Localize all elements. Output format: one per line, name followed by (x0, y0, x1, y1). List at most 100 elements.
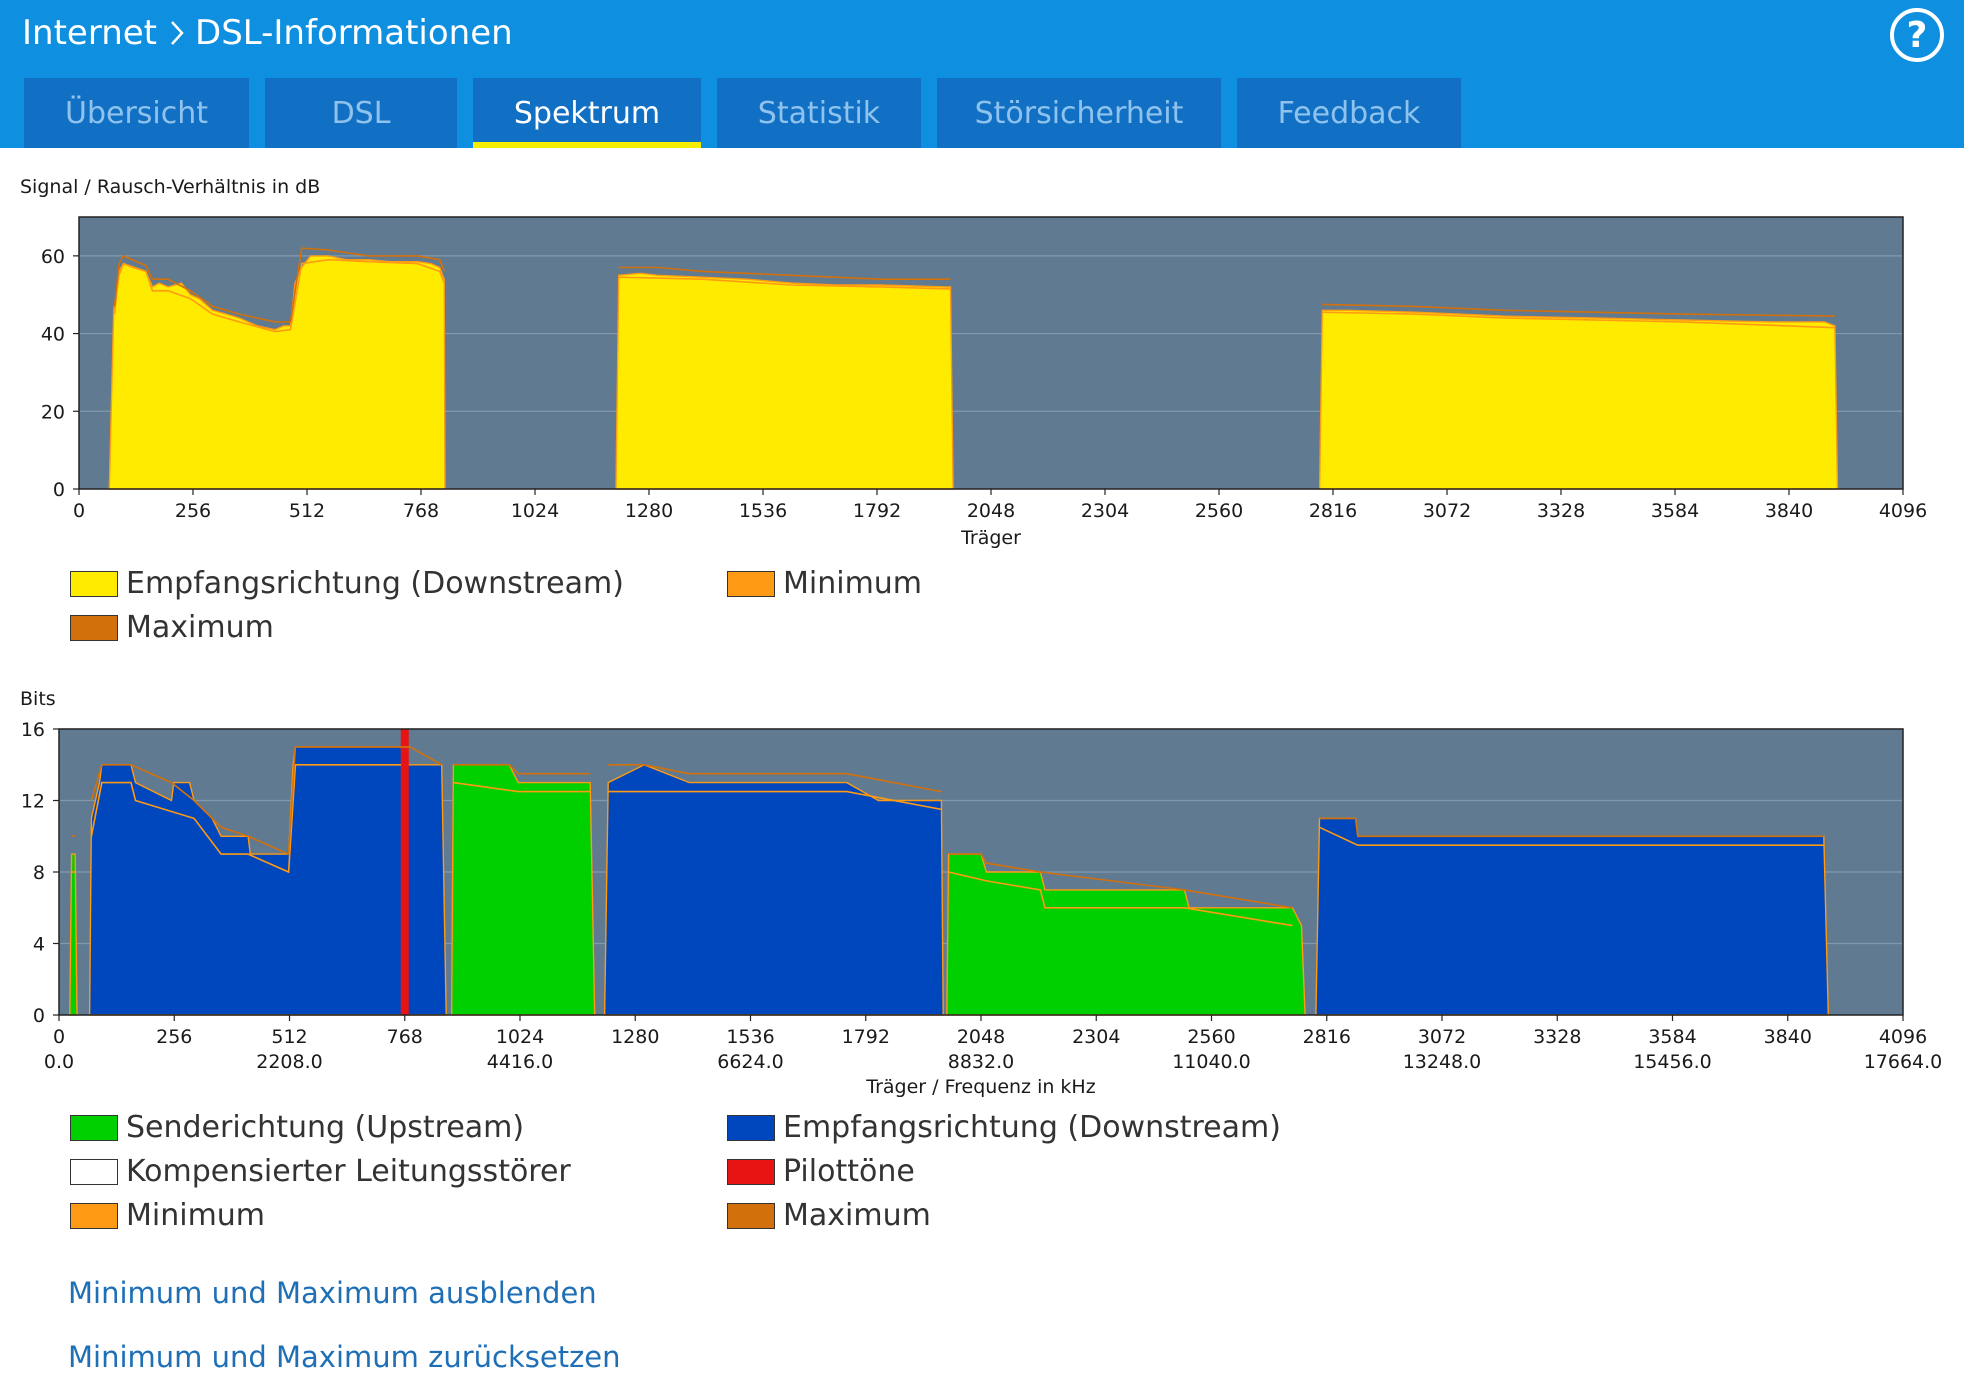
x-tick-label: 4096 (1879, 500, 1927, 522)
x-tick-freq-label: 11040.0 (1172, 1051, 1251, 1073)
legend-label: Senderichtung (Upstream) (126, 1110, 525, 1145)
x-tick-label: 1536 (739, 500, 787, 522)
breadcrumb: Internet DSL-Informationen (22, 8, 513, 58)
legend-swatch (727, 1114, 775, 1141)
legend-snr-downstream: Empfangsrichtung (Downstream) (70, 566, 624, 601)
series-area (603, 764, 944, 1016)
x-tick-label: 2304 (1072, 1026, 1120, 1048)
legend-label: Empfangsrichtung (Downstream) (126, 566, 624, 601)
legend-bits-downstream: Empfangsrichtung (Downstream) (727, 1110, 1281, 1145)
x-tick-label: 2816 (1303, 1026, 1351, 1048)
x-tick-label: 256 (175, 500, 211, 522)
tab-label: Spektrum (513, 95, 661, 131)
x-tick-freq-label: 8832.0 (948, 1051, 1014, 1073)
x-tick-freq-label: 0.0 (44, 1051, 74, 1073)
bits-chart: 0 4 8 12 16 0 0.0 256 512 2208.0 768 1024 4416.0 1280… (21, 719, 1942, 1098)
x-axis-label: Träger (960, 527, 1021, 549)
legend-swatch (70, 1114, 118, 1141)
x-tick-label: 2560 (1195, 500, 1243, 522)
pilot-tone-mark (400, 729, 409, 1015)
snr-chart-title: Signal / Rausch-Verhältnis in dB (20, 176, 321, 198)
tab-label: Statistik (757, 95, 881, 131)
x-tick-label: 3328 (1537, 500, 1585, 522)
series-minimum-line (618, 276, 951, 290)
legend-snr-minimum: Minimum (727, 566, 922, 601)
x-tick-label: 768 (403, 500, 439, 522)
y-tick-label: 40 (41, 324, 65, 346)
tab-spektrum[interactable]: Spektrum (473, 78, 701, 148)
series-area (1315, 817, 1830, 1016)
x-tick-label: 1280 (625, 500, 673, 522)
series-minimum-line (1319, 826, 1824, 846)
y-tick-label: 16 (21, 719, 45, 741)
x-tick-label: 2048 (957, 1026, 1005, 1048)
x-tick-label: 1024 (496, 1026, 544, 1048)
tab-label: Feedback (1277, 95, 1421, 131)
series-maximum-line (90, 746, 443, 856)
tab-label: Störsicherheit (974, 95, 1184, 131)
series-maximum-line (948, 853, 1293, 909)
legend-swatch (70, 1202, 118, 1229)
x-tick-label: 3584 (1648, 1026, 1696, 1048)
x-tick-label: 3072 (1423, 500, 1471, 522)
x-tick-freq-label: 15456.0 (1633, 1051, 1712, 1073)
tab-dsl[interactable]: DSL (265, 78, 457, 148)
x-tick-freq-label: 2208.0 (256, 1051, 322, 1073)
x-tick-label: 1024 (511, 500, 559, 522)
legend-label: Pilottöne (783, 1154, 915, 1189)
tab-uebersicht[interactable]: Übersicht (24, 78, 249, 148)
y-tick-label: 4 (33, 934, 45, 956)
x-tick-label: 3840 (1764, 1026, 1812, 1048)
tab-feedback[interactable]: Feedback (1237, 78, 1461, 148)
x-tick-label: 3328 (1533, 1026, 1581, 1048)
series-minimum-line (113, 258, 445, 333)
legend-bits-upstream: Senderichtung (Upstream) (70, 1110, 524, 1145)
legend-bits-pilot: Pilottöne (727, 1154, 915, 1189)
breadcrumb-current: DSL-Informationen (195, 13, 513, 53)
series-maximum-line (608, 763, 942, 793)
legend-label: Minimum (783, 566, 923, 601)
series-maximum-line (113, 247, 445, 323)
hide-minmax-link[interactable]: Minimum und Maximum ausblenden (68, 1276, 597, 1310)
tab-bar: Übersicht DSL Spektrum Statistik Störsic… (0, 78, 1964, 148)
help-icon[interactable]: ? (1890, 8, 1944, 62)
x-tick-freq-label: 4416.0 (487, 1051, 553, 1073)
x-tick-label: 256 (156, 1026, 192, 1048)
chevron-right-icon (169, 18, 185, 48)
series-maximum-line (1319, 817, 1824, 838)
x-tick-label: 3840 (1765, 500, 1813, 522)
x-tick-label: 2048 (967, 500, 1015, 522)
x-tick-label: 512 (271, 1026, 307, 1048)
x-tick-label: 2304 (1081, 500, 1129, 522)
series-maximum-line (618, 266, 951, 280)
tab-label: Übersicht (64, 95, 209, 131)
bits-chart-title: Bits (20, 688, 56, 710)
tab-statistik[interactable]: Statistik (717, 78, 921, 148)
x-tick-label: 4096 (1879, 1026, 1927, 1048)
reset-minmax-link[interactable]: Minimum und Maximum zurücksetzen (68, 1340, 621, 1374)
legend-label: Minimum (126, 1198, 266, 1233)
legend-swatch (70, 614, 118, 641)
series-area (1318, 309, 1839, 490)
legend-swatch (727, 1158, 775, 1185)
series-area (450, 764, 596, 1016)
x-tick-label: 1792 (842, 1026, 890, 1048)
breadcrumb-root[interactable]: Internet (22, 13, 158, 53)
tab-stoersicherheit[interactable]: Störsicherheit (937, 78, 1221, 148)
series-maximum-line (453, 763, 591, 775)
legend-swatch (727, 1202, 775, 1229)
legend-bits-maximum: Maximum (727, 1198, 931, 1233)
legend-label: Maximum (783, 1198, 931, 1233)
legend-label: Kompensierter Leitungsstörer (126, 1154, 571, 1189)
x-tick-label: 768 (387, 1026, 423, 1048)
series-minimum-line (608, 790, 942, 811)
x-tick-label: 3072 (1418, 1026, 1466, 1048)
series-minimum-line (453, 781, 591, 793)
x-tick-label: 1280 (611, 1026, 659, 1048)
x-tick-label: 3584 (1651, 500, 1699, 522)
legend-swatch (70, 1158, 118, 1185)
help-label: ? (1906, 14, 1928, 56)
x-tick-freq-label: 13248.0 (1403, 1051, 1482, 1073)
legend-snr-maximum: Maximum (70, 610, 274, 645)
x-tick-label: 1536 (726, 1026, 774, 1048)
